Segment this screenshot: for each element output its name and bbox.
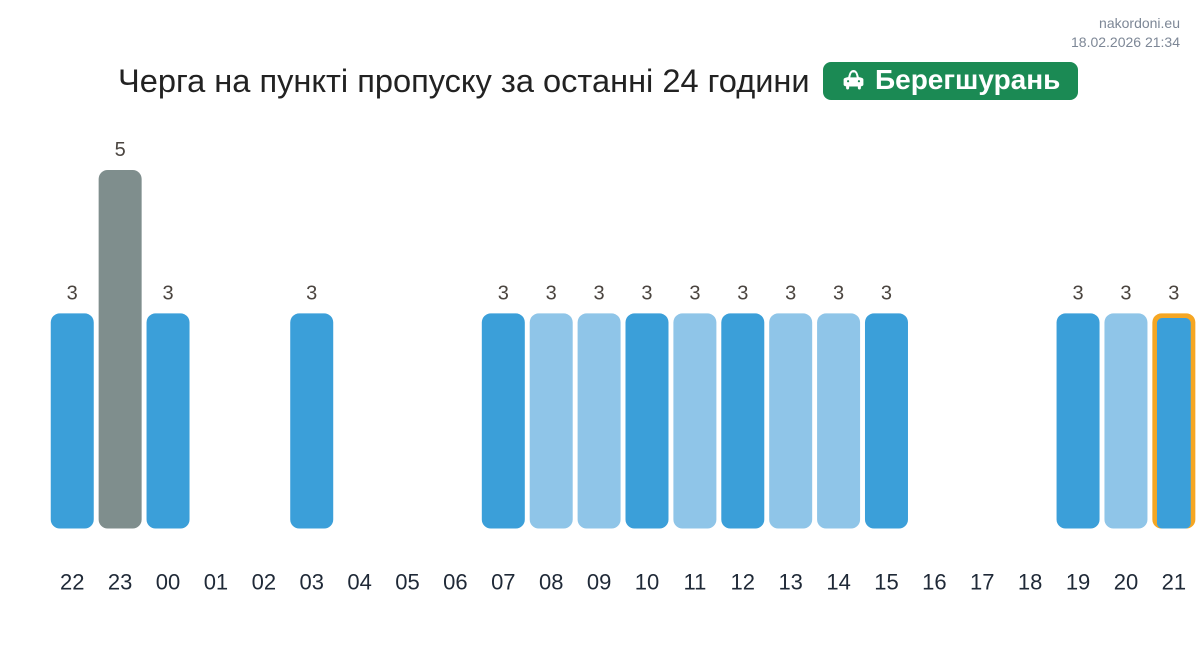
- svg-text:3: 3: [546, 282, 557, 304]
- svg-text:10: 10: [635, 570, 659, 595]
- svg-text:3: 3: [67, 282, 78, 304]
- svg-text:17: 17: [970, 570, 994, 595]
- svg-text:3: 3: [1072, 282, 1083, 304]
- svg-text:22: 22: [60, 570, 84, 595]
- svg-text:08: 08: [539, 570, 563, 595]
- svg-text:05: 05: [395, 570, 419, 595]
- svg-text:06: 06: [443, 570, 467, 595]
- svg-text:01: 01: [204, 570, 228, 595]
- svg-text:07: 07: [491, 570, 515, 595]
- svg-text:03: 03: [299, 570, 323, 595]
- svg-text:3: 3: [785, 282, 796, 304]
- svg-text:20: 20: [1114, 570, 1138, 595]
- svg-text:09: 09: [587, 570, 611, 595]
- svg-text:19: 19: [1066, 570, 1090, 595]
- svg-text:3: 3: [641, 282, 652, 304]
- svg-text:3: 3: [498, 282, 509, 304]
- svg-text:3: 3: [1120, 282, 1131, 304]
- svg-text:12: 12: [731, 570, 755, 595]
- svg-text:11: 11: [683, 570, 706, 595]
- svg-text:3: 3: [881, 282, 892, 304]
- svg-text:16: 16: [922, 570, 946, 595]
- svg-text:15: 15: [874, 570, 898, 595]
- svg-text:5: 5: [115, 139, 126, 161]
- svg-text:13: 13: [778, 570, 802, 595]
- svg-text:3: 3: [162, 282, 173, 304]
- svg-text:21: 21: [1162, 570, 1186, 595]
- svg-text:3: 3: [594, 282, 605, 304]
- svg-text:3: 3: [306, 282, 317, 304]
- svg-text:3: 3: [689, 282, 700, 304]
- svg-text:23: 23: [108, 570, 132, 595]
- svg-text:04: 04: [347, 570, 371, 595]
- svg-text:18: 18: [1018, 570, 1042, 595]
- svg-text:3: 3: [737, 282, 748, 304]
- svg-text:3: 3: [1168, 282, 1179, 304]
- svg-text:02: 02: [252, 570, 276, 595]
- svg-text:00: 00: [156, 570, 180, 595]
- svg-text:3: 3: [833, 282, 844, 304]
- svg-text:14: 14: [826, 570, 850, 595]
